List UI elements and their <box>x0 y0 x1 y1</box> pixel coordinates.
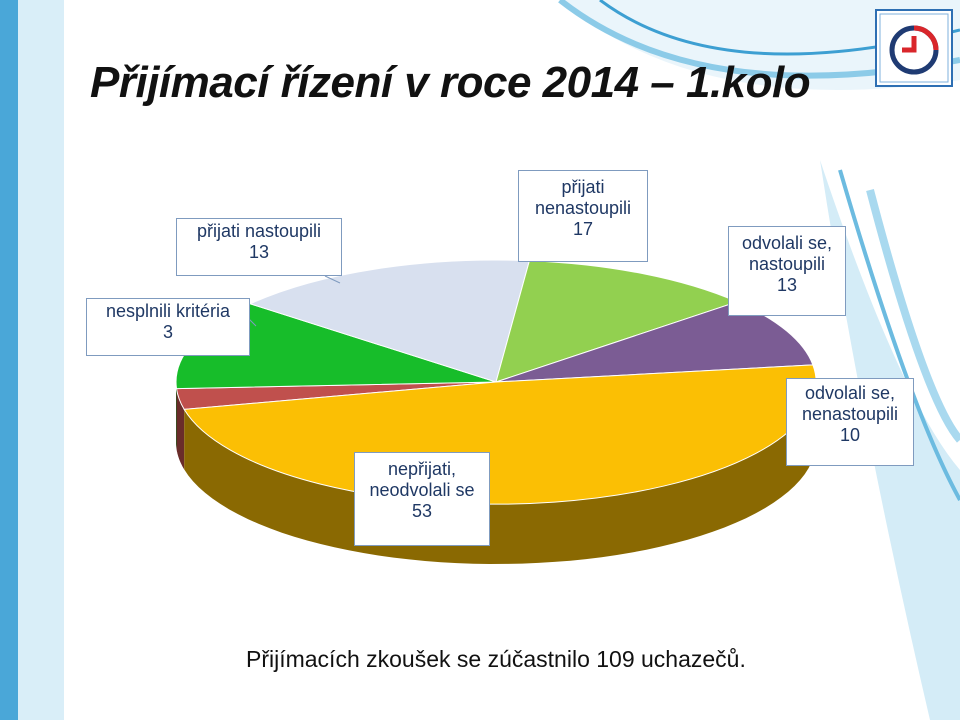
label-nesplnili-kriteria: nesplnili kritéria 3 <box>86 298 250 356</box>
label-neprijati-neodvolali-name: nepřijati, neodvolali se <box>369 459 475 500</box>
label-odvolali-nenastoupili: odvolali se, nenastoupili 10 <box>786 378 914 466</box>
label-prijati-nenastoupili-name: přijati nenastoupili <box>534 177 632 218</box>
pie-side-5 <box>184 383 816 564</box>
label-odvolali-nastoupili-value: 13 <box>776 275 798 295</box>
slide-title: Přijímací řízení v roce 2014 – 1.kolo <box>90 58 811 107</box>
label-prijati-nenastoupili: přijati nenastoupili 17 <box>518 170 648 262</box>
label-odvolali-nastoupili: odvolali se, nastoupili 13 <box>728 226 846 316</box>
label-prijati-nastoupili-name: přijati nastoupili <box>196 221 322 241</box>
label-prijati-nastoupili: přijati nastoupili 13 <box>176 218 342 276</box>
pie-side-1 <box>176 381 177 449</box>
pie-3d-side <box>176 381 816 564</box>
pie-side-0 <box>176 388 185 470</box>
school-logo-icon <box>875 9 953 87</box>
pie-slices <box>175 259 817 505</box>
label-neprijati-neodvolali-value: 53 <box>411 501 433 521</box>
label-prijati-nastoupili-value: 13 <box>248 242 270 262</box>
label-odvolali-nastoupili-name: odvolali se, nastoupili <box>741 233 833 274</box>
label-nesplnili-kriteria-name: nesplnili kritéria <box>105 301 231 321</box>
label-neprijati-neodvolali: nepřijati, neodvolali se 53 <box>354 452 490 546</box>
label-prijati-nenastoupili-value: 17 <box>572 219 594 239</box>
label-odvolali-nenastoupili-name: odvolali se, nenastoupili <box>801 383 899 424</box>
footer-note: Přijímacích zkoušek se zúčastnilo 109 uc… <box>246 646 746 672</box>
label-odvolali-nenastoupili-value: 10 <box>839 425 861 445</box>
label-nesplnili-kriteria-value: 3 <box>162 322 173 342</box>
pie-slice-2 <box>248 259 531 383</box>
